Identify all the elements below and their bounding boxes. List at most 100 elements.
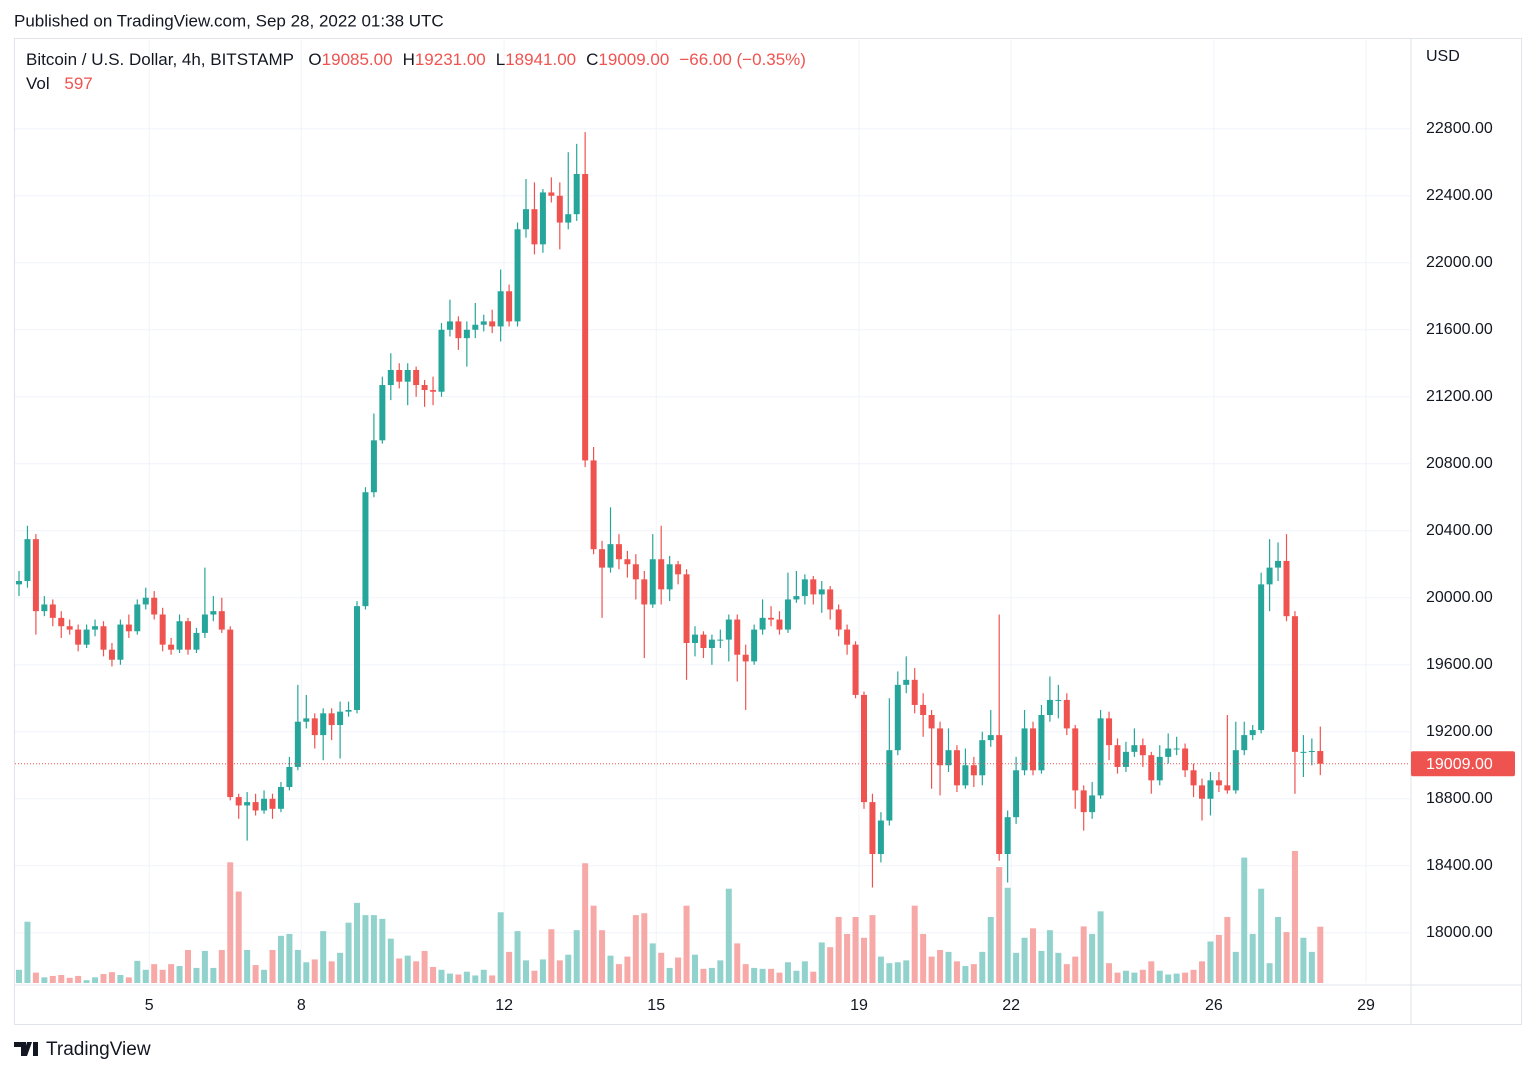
volume-bar [818, 942, 825, 983]
ohlc-value: 19085.00 [322, 50, 393, 69]
volume-bar [430, 966, 437, 983]
candle-body [210, 611, 217, 615]
candle-body [168, 644, 175, 650]
volume-bar [1106, 963, 1113, 983]
candle-body [185, 621, 191, 650]
volume-bar [446, 973, 453, 983]
volume-layer [16, 850, 1324, 983]
volume-bar [801, 961, 808, 983]
volume-bar [387, 938, 394, 983]
candle-body [624, 559, 631, 565]
volume-bar [1156, 970, 1163, 983]
y-tick-label: 20400.00 [1426, 522, 1493, 539]
candle-body [396, 369, 403, 382]
volume-bar [877, 956, 884, 983]
volume-bar [49, 975, 56, 983]
volume-bar [32, 972, 39, 983]
candle-body [894, 684, 901, 751]
candle-body [362, 492, 369, 607]
candle-body [134, 604, 141, 632]
volume-bar [244, 949, 251, 983]
candle-body [370, 440, 377, 493]
y-tick-label: 19200.00 [1426, 723, 1493, 740]
candle-body [354, 606, 360, 710]
volume-bar [928, 956, 935, 983]
candle-body [269, 798, 276, 809]
volume-bar [869, 915, 876, 983]
volume-bar [911, 905, 918, 983]
candle-layer [16, 132, 1324, 888]
candle-body [1122, 751, 1129, 767]
ohlc-prefix: L [496, 50, 505, 69]
candle-body [75, 629, 82, 645]
candle-body [1300, 751, 1307, 753]
candle-body [1013, 770, 1020, 818]
volume-bar [185, 949, 191, 983]
candle-body [83, 629, 90, 645]
candle-body [58, 617, 65, 627]
volume-bar [599, 930, 606, 983]
volume-bar [480, 969, 487, 983]
volume-bar [768, 968, 775, 983]
volume-bar [607, 955, 614, 983]
candle-body [277, 787, 284, 809]
volume-bar [784, 962, 791, 983]
volume-bar [1063, 964, 1070, 983]
candle-body [92, 626, 99, 630]
volume-bar [1030, 928, 1036, 983]
candle-body [920, 704, 927, 716]
volume-bar [286, 933, 293, 983]
candle-body [565, 214, 572, 223]
candle-body [1291, 616, 1298, 752]
candle-body [725, 619, 732, 640]
candle-body [218, 611, 225, 630]
volume-bar [472, 975, 479, 983]
y-tick-label: 21200.00 [1426, 388, 1493, 405]
candle-body [1249, 730, 1256, 736]
candle-body [108, 649, 115, 660]
volume-bar [354, 902, 360, 983]
candle-body [1030, 728, 1036, 771]
candle-body [49, 604, 56, 618]
y-tick-label: 21600.00 [1426, 321, 1493, 338]
volume-bar [1190, 969, 1197, 983]
candle-body [294, 721, 301, 767]
candle-body [328, 713, 335, 726]
chart-frame [14, 38, 1522, 1025]
last-price-label: 19009.00 [1426, 756, 1493, 773]
volume-bar [1004, 887, 1011, 983]
volume-bar [1122, 970, 1129, 983]
candle-body [776, 619, 783, 630]
volume-bar [134, 960, 141, 983]
candle-body [159, 614, 166, 645]
volume-bar [1139, 969, 1146, 983]
x-tick-label: 8 [297, 997, 306, 1014]
volume-bar [996, 867, 1003, 983]
candle-body [903, 679, 910, 685]
candle-body [1046, 699, 1053, 716]
candle-body [1266, 567, 1273, 585]
candle-body [692, 634, 698, 643]
volume-bar [16, 969, 22, 983]
candle-body [818, 589, 825, 595]
volume-legend: Vol 597 [26, 74, 93, 93]
candle-body [953, 750, 960, 786]
ohlc-value: 19009.00 [598, 50, 669, 69]
axes: 18000.00 18400.00 18800.00 19200.00 19600.00… [15, 39, 1521, 1024]
candle-body [531, 209, 538, 245]
volume-bar [590, 905, 597, 983]
candle-body [666, 564, 673, 590]
volume-bar [1232, 951, 1239, 983]
volume-bar [1021, 937, 1028, 983]
candle-body [125, 624, 132, 632]
candle-body [784, 599, 791, 630]
volume-bar [844, 933, 851, 983]
volume-bar [1249, 933, 1256, 983]
candle-body [345, 709, 352, 712]
candle-body [1148, 755, 1155, 781]
volume-bar [531, 970, 538, 983]
candle-body [320, 713, 327, 736]
candle-body [734, 619, 741, 655]
volume-bar [624, 956, 631, 983]
volume-bar [615, 964, 622, 983]
